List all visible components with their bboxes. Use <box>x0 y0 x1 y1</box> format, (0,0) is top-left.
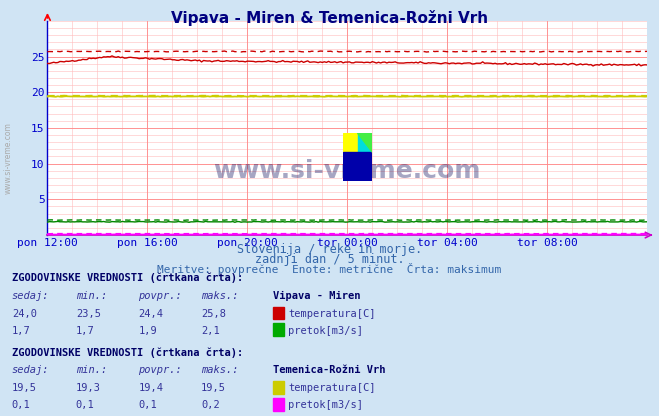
Text: Slovenija / reke in morje.: Slovenija / reke in morje. <box>237 243 422 256</box>
Text: 1,7: 1,7 <box>76 326 94 336</box>
Text: 0,1: 0,1 <box>76 400 94 410</box>
Text: 0,1: 0,1 <box>138 400 157 410</box>
Text: min.:: min.: <box>76 365 107 375</box>
Text: 19,4: 19,4 <box>138 384 163 394</box>
Text: sedaj:: sedaj: <box>12 365 49 375</box>
Text: 24,0: 24,0 <box>12 309 37 319</box>
Text: 0,1: 0,1 <box>12 400 30 410</box>
Text: pretok[m3/s]: pretok[m3/s] <box>288 400 363 410</box>
Text: maks.:: maks.: <box>201 365 239 375</box>
Bar <box>343 133 358 152</box>
Text: Meritve: povprečne  Enote: metrične  Črta: maksimum: Meritve: povprečne Enote: metrične Črta:… <box>158 263 501 275</box>
Text: ZGODOVINSKE VREDNOSTI (črtkana črta):: ZGODOVINSKE VREDNOSTI (črtkana črta): <box>12 347 243 358</box>
Text: www.si-vreme.com: www.si-vreme.com <box>214 159 481 183</box>
Text: Vipava - Miren & Temenica-Rožni Vrh: Vipava - Miren & Temenica-Rožni Vrh <box>171 10 488 26</box>
Text: 19,3: 19,3 <box>76 384 101 394</box>
Text: 2,1: 2,1 <box>201 326 219 336</box>
Text: min.:: min.: <box>76 290 107 301</box>
Text: zadnji dan / 5 minut.: zadnji dan / 5 minut. <box>254 253 405 266</box>
Text: Temenica-Rožni Vrh: Temenica-Rožni Vrh <box>273 365 386 375</box>
Text: temperatura[C]: temperatura[C] <box>288 384 376 394</box>
Text: povpr.:: povpr.: <box>138 365 182 375</box>
Text: 24,4: 24,4 <box>138 309 163 319</box>
Text: 23,5: 23,5 <box>76 309 101 319</box>
Text: sedaj:: sedaj: <box>12 290 49 301</box>
Text: temperatura[C]: temperatura[C] <box>288 309 376 319</box>
Text: 19,5: 19,5 <box>12 384 37 394</box>
Text: maks.:: maks.: <box>201 290 239 301</box>
Text: 25,8: 25,8 <box>201 309 226 319</box>
Text: 19,5: 19,5 <box>201 384 226 394</box>
Bar <box>343 152 372 181</box>
Text: povpr.:: povpr.: <box>138 290 182 301</box>
Text: www.si-vreme.com: www.si-vreme.com <box>3 122 13 194</box>
Polygon shape <box>358 133 372 152</box>
Bar <box>358 133 372 152</box>
Text: 1,9: 1,9 <box>138 326 157 336</box>
Text: ZGODOVINSKE VREDNOSTI (črtkana črta):: ZGODOVINSKE VREDNOSTI (črtkana črta): <box>12 272 243 283</box>
Text: pretok[m3/s]: pretok[m3/s] <box>288 326 363 336</box>
Text: 0,2: 0,2 <box>201 400 219 410</box>
Text: 1,7: 1,7 <box>12 326 30 336</box>
Text: Vipava - Miren: Vipava - Miren <box>273 290 361 301</box>
